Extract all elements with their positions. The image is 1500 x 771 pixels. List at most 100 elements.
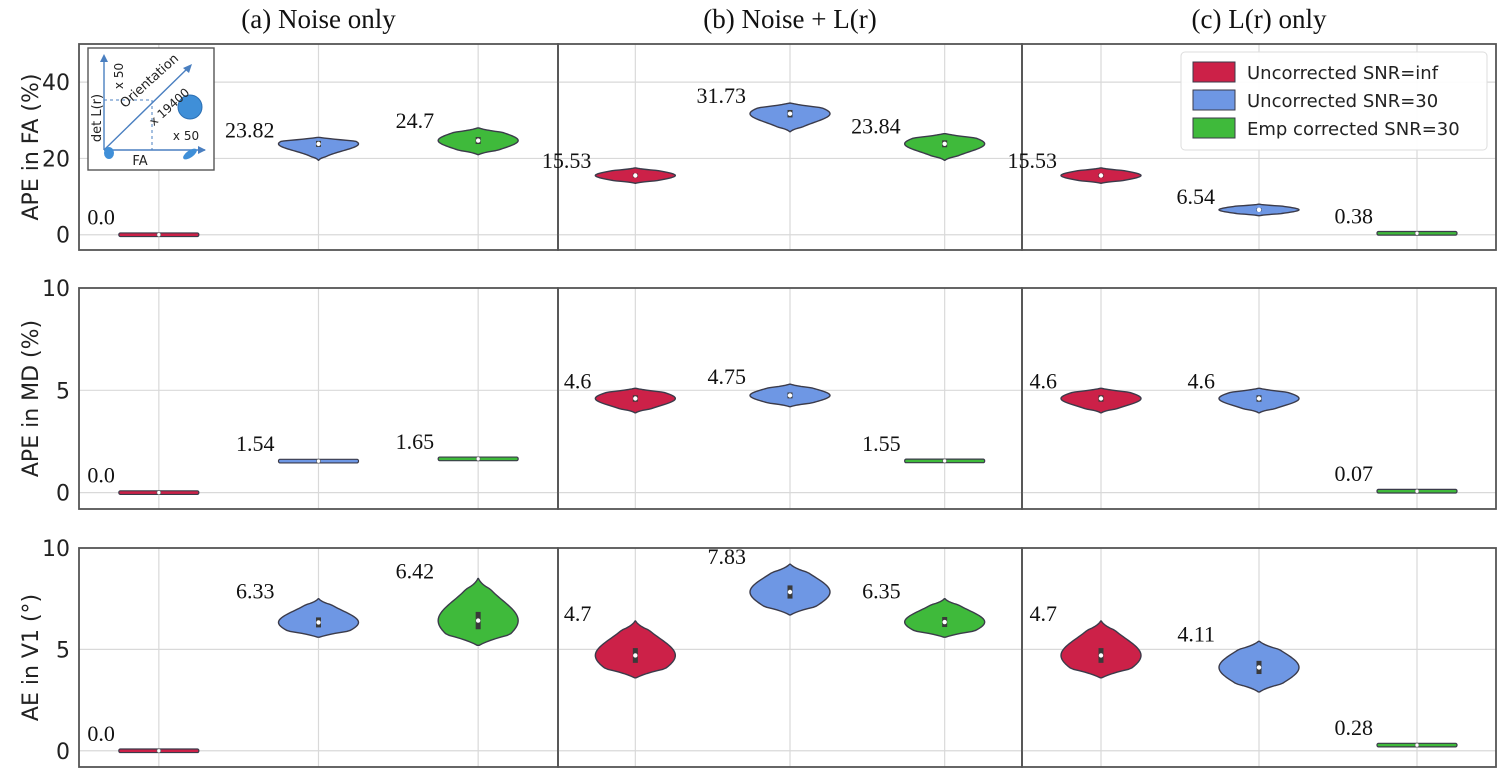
panel: 15.53 6.54 0.38 (1008, 43, 1497, 251)
data-label: 4.75 (708, 364, 747, 389)
y-tick-label: 10 (42, 277, 70, 302)
median-point (1098, 396, 1104, 401)
median-point (1256, 396, 1262, 401)
median-point (1098, 653, 1104, 658)
data-label: 23.84 (851, 114, 901, 139)
median-point (1414, 230, 1420, 236)
legend-swatch (1192, 61, 1236, 83)
panel-frame (1021, 547, 1497, 768)
y-tick-label: 5 (56, 638, 70, 663)
data-label: 4.6 (1188, 368, 1216, 393)
median-point (316, 458, 321, 464)
median-point (1414, 742, 1420, 748)
legend-swatch (1192, 89, 1236, 111)
legend-box (1180, 51, 1488, 151)
panel: 4.6 4.75 1.55 (557, 287, 1023, 510)
median-point (156, 232, 162, 238)
median-point (787, 111, 793, 116)
median-point (633, 173, 638, 178)
median-point (633, 653, 638, 658)
median-point (942, 619, 947, 625)
data-label: 0.0 (87, 463, 115, 488)
legend-label: Emp corrected SNR=30 (1247, 119, 1460, 140)
data-label: 6.33 (236, 579, 275, 604)
inset-scale-right: x 50 (173, 129, 199, 143)
inset-diag-arrow (183, 64, 192, 73)
data-label: 7.83 (708, 544, 747, 569)
panel: 0.0 1.54 1.65 (78, 287, 559, 510)
panel: 15.53 31.73 23.84 (542, 43, 1023, 251)
panel: 4.7 4.11 0.28 (1021, 547, 1497, 768)
data-label: 0.28 (1335, 715, 1374, 740)
median-point (475, 456, 481, 462)
data-label: 4.6 (1030, 368, 1058, 393)
y-tick-label: 40 (42, 71, 70, 96)
y-tick-label: 0 (56, 224, 70, 249)
data-label: 15.53 (1008, 148, 1058, 173)
panel: 4.7 7.83 6.35 (557, 544, 1023, 768)
column-title: (b) Noise + L(r) (703, 4, 876, 34)
median-point (1414, 488, 1420, 494)
data-label: 0.0 (87, 721, 115, 746)
data-label: 4.7 (564, 601, 592, 626)
data-label: 0.07 (1335, 461, 1374, 486)
y-tick-label: 0 (56, 482, 70, 507)
panel: 4.6 4.6 0.07 (1021, 287, 1497, 510)
median-point (1256, 665, 1262, 670)
data-label: 15.53 (542, 148, 592, 173)
median-point (633, 396, 638, 401)
panel-frame (1021, 287, 1497, 510)
data-label: 4.11 (1177, 621, 1215, 646)
data-label: 24.7 (396, 108, 435, 133)
data-label: 0.0 (87, 205, 115, 230)
data-label: 1.54 (236, 431, 275, 456)
median-point (942, 458, 947, 464)
y-tick-label: 10 (42, 537, 70, 562)
data-label: 4.6 (564, 368, 592, 393)
y-tick-label: 20 (42, 147, 70, 172)
panel-frame (1021, 43, 1497, 251)
data-label: 6.35 (862, 579, 901, 604)
sphere-icon (177, 94, 203, 120)
legend-swatch (1192, 117, 1236, 139)
data-label: 31.73 (697, 83, 747, 108)
panel: 0.0 6.33 6.42 (78, 547, 559, 768)
column-title: (c) L(r) only (1192, 4, 1327, 34)
elongated-ellipsoid-icon (183, 148, 197, 160)
legend-label: Uncorrected SNR=30 (1247, 91, 1438, 112)
data-label: 1.65 (396, 429, 435, 454)
data-label: 1.55 (862, 431, 901, 456)
inset-diag-axis (103, 65, 191, 151)
median-point (316, 141, 321, 147)
data-label: 23.82 (225, 117, 275, 142)
violin (749, 102, 831, 133)
median-point (787, 393, 793, 398)
legend: Uncorrected SNR=inf Uncorrected SNR=30 Emp… (1180, 51, 1488, 151)
y-axis-label: AE in V1 (°) (19, 594, 44, 721)
inset-x-arrow (198, 146, 206, 154)
median-point (316, 620, 321, 625)
y-axis-label: APE in FA (%) (19, 73, 44, 220)
panel: 0.0 23.82 24.7 (78, 43, 559, 251)
legend-label: Uncorrected SNR=inf (1247, 63, 1439, 84)
y-tick-label: 0 (56, 740, 70, 765)
median-point (942, 141, 947, 146)
column-title: (a) Noise only (241, 4, 396, 34)
median-point (1256, 207, 1262, 212)
data-label: 6.54 (1177, 184, 1216, 209)
y-tick-label: 5 (56, 379, 70, 404)
violin (437, 577, 519, 647)
median-point (156, 748, 162, 754)
violin (277, 136, 360, 162)
inset-y-arrow (100, 54, 108, 62)
inset-scale-top: x 50 (112, 63, 126, 89)
median-point (475, 618, 481, 623)
data-label: 6.42 (396, 558, 435, 583)
inset-ylabel: det L(r) (90, 94, 105, 142)
inset-xlabel: FA (132, 154, 147, 169)
data-label: 4.7 (1030, 601, 1058, 626)
y-axis-label: APE in MD (%) (19, 320, 44, 477)
median-point (1098, 173, 1104, 178)
